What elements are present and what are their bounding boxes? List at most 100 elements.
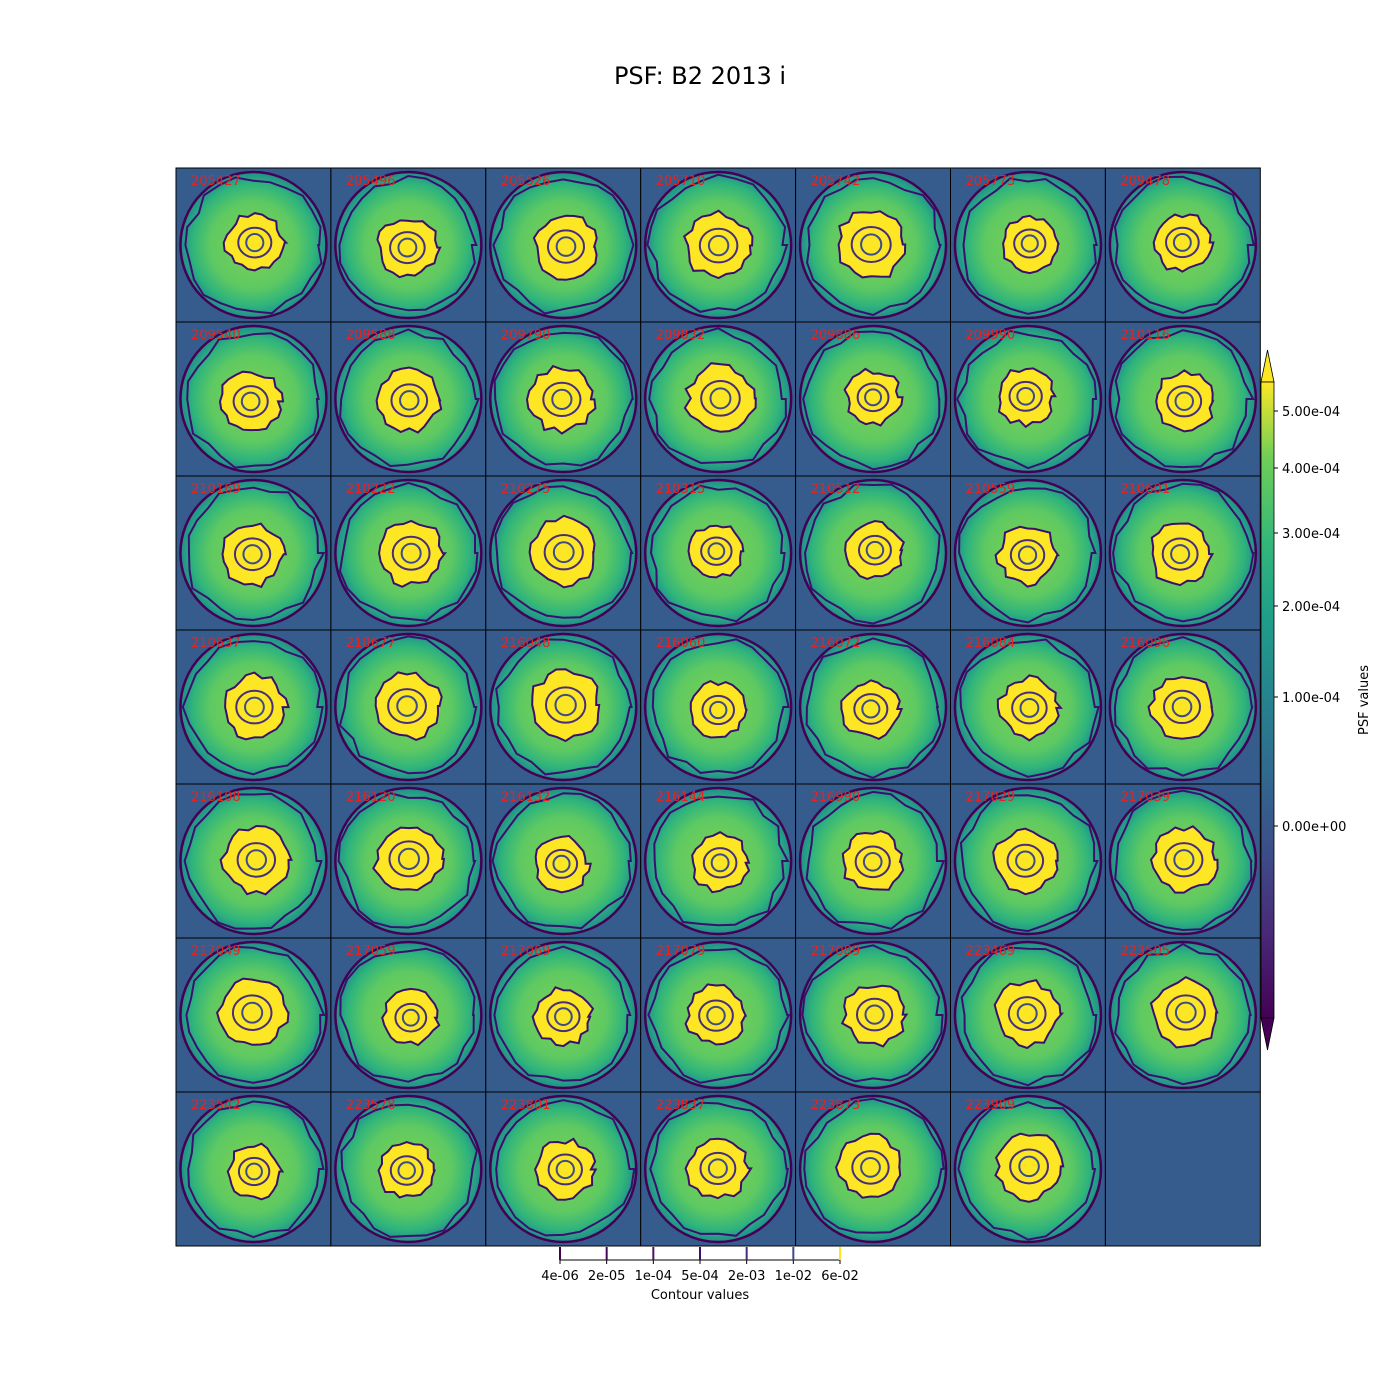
contour-peak [245,1162,263,1181]
psf-panel: 210222 [330,475,487,631]
psf-panel: 216108 [175,783,332,939]
psf-panel: 217039 [1104,783,1261,939]
contour-halo [646,173,789,313]
contour-outer [643,478,793,628]
psf-panel: 210637 [175,629,332,785]
contour-halo [653,795,790,927]
contour-halo [648,327,787,465]
contour-inner [394,1002,428,1033]
contour-inner [698,999,734,1032]
panel-label: 205496 [346,174,396,189]
contour-peak [709,700,728,720]
psf-core [216,977,290,1046]
contour-halo [338,174,478,312]
contour-halo [1114,942,1252,1086]
psf-panel: 216048 [485,629,642,785]
contour-outer [953,632,1103,782]
contour-halo [187,486,326,622]
contour-outer [643,170,793,320]
contour-peak [555,236,577,257]
figure-title: PSF: B2 2013 i [613,62,787,90]
panel-label: 216048 [501,636,551,651]
panel-label: 223542 [191,1098,241,1113]
contour-peak [552,541,575,564]
psf-panel: 210677 [330,629,487,785]
psf-panel: 223505 [1104,937,1261,1093]
contour-inner [856,382,890,413]
contour-peak [1174,1001,1197,1024]
psf-core [837,210,907,279]
contour-inner [237,1156,271,1187]
psf-core [682,209,754,280]
panel-label: 223578 [346,1098,396,1113]
contour-inner [544,686,587,724]
contour-outer [489,786,638,936]
contour-outer [179,1094,328,1244]
contour-peak [554,693,577,717]
contour-outer [334,940,483,1090]
contour-halo [1113,175,1256,314]
panel-label: 217069 [501,944,551,959]
contour-halo [491,792,632,930]
contour-outer [334,1094,483,1244]
panel-label: 216096 [1120,636,1170,651]
contour-inner [1166,385,1203,418]
contour-peak [860,233,883,256]
contour-halo [649,484,786,623]
contour-inner [701,694,736,726]
panel-label: 205773 [966,174,1016,189]
contour-halo [647,947,791,1084]
psf-core [532,214,598,281]
contour-outer [643,940,793,1090]
contour-peak [865,540,885,560]
panel-label: 217059 [346,944,396,959]
contour-peak [709,387,732,410]
panel-label: 210222 [346,482,396,497]
contour-halo [805,790,946,930]
contour-peak [551,388,573,410]
panel-label: 205526 [501,174,551,189]
psf-panel: 209478 [1104,167,1261,323]
contour-peak [864,388,883,407]
contour-inner [237,226,273,259]
contour-halo [184,176,323,315]
contour-halo [186,332,320,469]
psf-core [1150,522,1215,587]
contour-outer [1108,632,1258,782]
contour-halo [801,944,944,1083]
contour-halo [183,792,323,930]
contour-peak [397,1161,416,1180]
colorbar-tick-label: 0.00e+00 [1282,820,1346,835]
psf-panel: 210601 [1104,475,1261,631]
contour-inner [850,226,892,264]
contour-legend: 4e-06 2e-05 1e-04 5e-04 2e-03 1e-02 6e-02 Conto… [541,1247,859,1303]
psf-core [994,525,1060,588]
contour-outer [489,478,638,628]
contour-halo [957,1101,1097,1241]
panel-label: 209990 [966,328,1016,343]
contour-halo [802,330,941,471]
psf-panel: 223542 [175,1091,332,1247]
colorbar-gradient [1260,381,1275,1019]
psf-core [1147,676,1214,740]
contour-inner [1163,689,1202,725]
psf-core [1002,214,1060,275]
colorbar-tick-label: 5.00e-04 [1282,405,1340,420]
colorbar-tick-label: 4.00e-04 [1282,462,1340,477]
contour-outer [489,632,638,782]
panel-label: 210512 [811,482,861,497]
contour-peak [396,695,418,717]
psf-core [375,366,443,434]
contour-inner [700,380,741,417]
contour-legend-title: Contour values [651,1288,750,1303]
contour-inner [1013,228,1047,259]
contour-halo [495,638,633,776]
contour-inner [543,534,584,571]
psf-core [377,1141,436,1199]
panel-label: 217049 [191,944,241,959]
psf-panel: 217059 [330,937,487,1093]
psf-core [997,367,1057,429]
contour-outer [953,324,1103,474]
psf-panel: 223801 [485,1091,642,1247]
